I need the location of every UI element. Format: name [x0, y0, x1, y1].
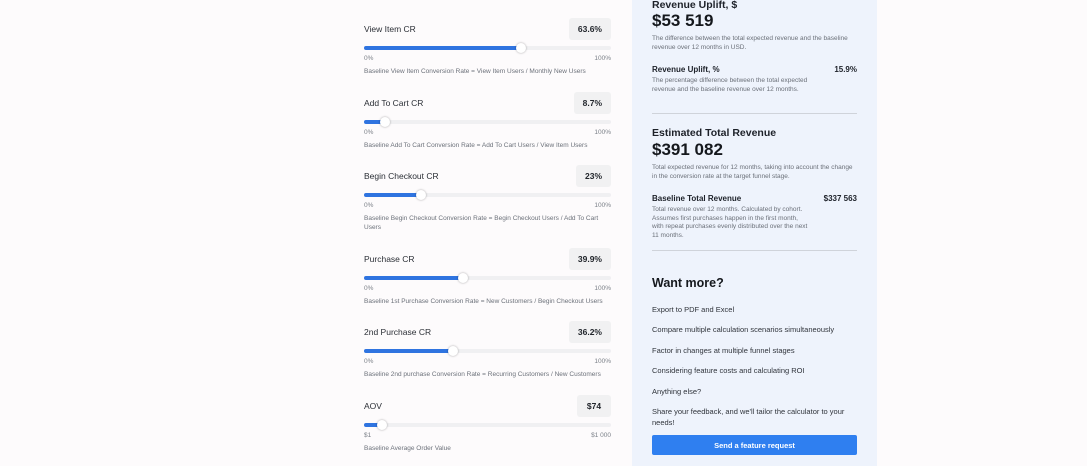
range-min-label: $1 — [364, 432, 372, 439]
field-label: Add To Cart CR — [364, 98, 424, 108]
slider-thumb[interactable] — [415, 190, 426, 200]
field-2nd-purchase-cr: 2nd Purchase CR 36.2% 0% 100% Baseline 2… — [364, 321, 611, 380]
range-max-label: 100% — [594, 358, 611, 365]
value-input[interactable]: 63.6% — [568, 18, 611, 40]
range-min-label: 0% — [364, 285, 374, 292]
field-label: View Item CR — [364, 24, 416, 34]
slider-fill — [364, 193, 421, 197]
value-input[interactable]: 23% — [575, 165, 611, 187]
results-panel: Revenue Uplift, $ $53 519 The difference… — [632, 0, 877, 466]
range-max-label: 100% — [594, 285, 611, 292]
revenue-uplift-abs-title: Revenue Uplift, $ — [652, 0, 738, 11]
slider-thumb[interactable] — [457, 273, 468, 283]
revenue-uplift-pct-value: 15.9% — [834, 65, 857, 74]
field-label: Purchase CR — [364, 254, 415, 264]
value-input[interactable]: 39.9% — [568, 248, 611, 270]
section-divider — [652, 113, 857, 114]
want-more-item: Export to PDF and Excel — [652, 305, 735, 314]
revenue-uplift-pct-row: Revenue Uplift, % 15.9% — [652, 65, 857, 74]
want-more-item: Anything else? — [652, 387, 702, 396]
want-more-item: Compare multiple calculation scenarios s… — [652, 325, 835, 334]
field-view-item-cr: View Item CR 63.6% 0% 100% Baseline View… — [364, 18, 611, 77]
field-label: AOV — [364, 401, 382, 411]
revenue-uplift-abs-value: $53 519 — [652, 11, 714, 30]
range-max-label: 100% — [594, 55, 611, 62]
revenue-uplift-pct-title: Revenue Uplift, % — [652, 65, 720, 74]
send-feature-request-button[interactable]: Send a feature request — [652, 435, 857, 455]
want-more-title: Want more? — [652, 276, 724, 290]
section-divider — [652, 250, 857, 251]
slider-thumb[interactable] — [377, 420, 388, 430]
field-label: 2nd Purchase CR — [364, 327, 432, 337]
field-aov: AOV $74 $1 $1 000 Baseline Average Order… — [364, 395, 611, 454]
baseline-revenue-title: Baseline Total Revenue — [652, 194, 742, 203]
range-max-label: 100% — [594, 202, 611, 209]
range-min-label: 0% — [364, 202, 374, 209]
slider-thumb[interactable] — [448, 346, 459, 356]
slider-track[interactable] — [364, 193, 611, 197]
want-more-item: Factor in changes at multiple funnel sta… — [652, 346, 795, 355]
slider-thumb[interactable] — [380, 117, 391, 127]
revenue-uplift-abs-description: The difference between the total expecte… — [652, 35, 848, 51]
total-revenue-value: $391 082 — [652, 140, 723, 159]
slider-thumb[interactable] — [516, 43, 527, 53]
slider-fill — [364, 46, 522, 50]
range-min-label: 0% — [364, 129, 374, 136]
range-max-label: $1 000 — [591, 432, 611, 439]
revenue-uplift-pct-description: The percentage difference between the to… — [652, 77, 808, 93]
range-max-label: 100% — [594, 129, 611, 136]
field-description: Baseline 1st Purchase Conversion Rate = … — [364, 298, 603, 305]
slider-fill — [364, 423, 383, 427]
begin-checkout-cr-slider[interactable] — [364, 190, 611, 200]
range-min-label: 0% — [364, 55, 374, 62]
2nd-purchase-cr-slider[interactable] — [364, 346, 611, 356]
value-input[interactable]: 8.7% — [573, 92, 611, 114]
field-description: Baseline View Item Conversion Rate = Vie… — [364, 68, 586, 75]
want-more-item: Considering feature costs and calculatin… — [652, 366, 805, 375]
slider-track[interactable] — [364, 349, 611, 353]
purchase-cr-slider[interactable] — [364, 273, 611, 283]
slider-fill — [364, 276, 463, 280]
baseline-revenue-row: Baseline Total Revenue $337 563 — [652, 194, 857, 203]
feedback-text: Share your feedback, and we'll tailor th… — [652, 407, 845, 427]
field-label: Begin Checkout CR — [364, 171, 439, 181]
add-to-cart-cr-slider[interactable] — [364, 117, 611, 127]
slider-track[interactable] — [364, 120, 611, 124]
field-description: Baseline 2nd purchase Conversion Rate = … — [364, 371, 601, 378]
aov-slider[interactable] — [364, 420, 611, 430]
value-input[interactable]: 36.2% — [568, 321, 611, 343]
field-description: Baseline Add To Cart Conversion Rate = A… — [364, 142, 588, 149]
field-purchase-cr: Purchase CR 39.9% 0% 100% Baseline 1st P… — [364, 248, 611, 307]
baseline-revenue-description: Total revenue over 12 months. Calculated… — [652, 206, 808, 239]
slider-fill — [364, 349, 454, 353]
total-revenue-description: Total expected revenue for 12 months, ta… — [652, 164, 853, 180]
slider-fill — [364, 120, 386, 124]
slider-track[interactable] — [364, 276, 611, 280]
total-revenue-title: Estimated Total Revenue — [652, 127, 777, 139]
baseline-revenue-value: $337 563 — [823, 194, 857, 203]
field-begin-checkout-cr: Begin Checkout CR 23% 0% 100% Baseline B… — [364, 165, 611, 232]
view-item-cr-slider[interactable] — [364, 43, 611, 53]
field-description: Baseline Average Order Value — [364, 445, 451, 452]
field-add-to-cart-cr: Add To Cart CR 8.7% 0% 100% Baseline Add… — [364, 92, 611, 151]
range-min-label: 0% — [364, 358, 374, 365]
value-input[interactable]: $74 — [577, 395, 611, 417]
field-description: Baseline Begin Checkout Conversion Rate … — [364, 215, 599, 231]
slider-track[interactable] — [364, 423, 611, 427]
